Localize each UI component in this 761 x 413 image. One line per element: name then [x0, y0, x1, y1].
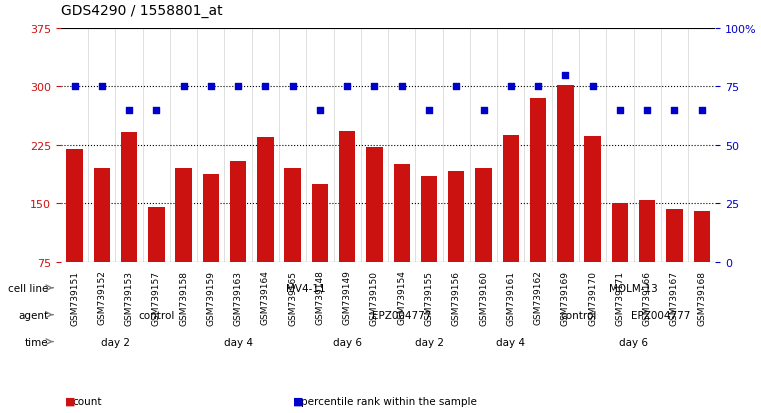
Text: MOLM-13: MOLM-13: [609, 283, 658, 293]
Text: day 4: day 4: [496, 337, 525, 347]
Bar: [148, 208, 164, 262]
Bar: [94, 169, 110, 262]
Bar: [530, 99, 546, 262]
Text: agent: agent: [18, 310, 49, 320]
Text: day 2: day 2: [415, 337, 444, 347]
Bar: [66, 150, 83, 262]
Text: EPZ004777: EPZ004777: [372, 310, 431, 320]
Point: [477, 107, 489, 114]
Point: [614, 107, 626, 114]
Point: [287, 84, 299, 90]
Bar: [230, 161, 247, 262]
Point: [505, 84, 517, 90]
Bar: [584, 136, 601, 262]
Point: [423, 107, 435, 114]
Text: control: control: [561, 310, 597, 320]
Text: time: time: [25, 337, 49, 347]
Point: [68, 84, 81, 90]
Text: ■: ■: [65, 396, 75, 406]
Bar: [285, 169, 301, 262]
Bar: [339, 132, 355, 262]
Point: [260, 84, 272, 90]
Point: [587, 84, 599, 90]
Bar: [557, 85, 574, 262]
Point: [668, 107, 680, 114]
Bar: [312, 185, 328, 262]
Point: [96, 84, 108, 90]
Bar: [393, 165, 410, 262]
Point: [150, 107, 162, 114]
Bar: [366, 148, 383, 262]
Point: [696, 107, 708, 114]
Point: [123, 107, 135, 114]
Point: [559, 72, 572, 79]
Point: [396, 84, 408, 90]
Point: [232, 84, 244, 90]
Bar: [421, 177, 437, 262]
Bar: [612, 204, 628, 262]
Point: [314, 107, 326, 114]
Bar: [448, 171, 464, 262]
Text: percentile rank within the sample: percentile rank within the sample: [301, 396, 476, 406]
Text: EPZ004777: EPZ004777: [631, 310, 690, 320]
Text: count: count: [72, 396, 102, 406]
Bar: [202, 174, 219, 262]
Point: [641, 107, 653, 114]
Point: [451, 84, 463, 90]
Point: [532, 84, 544, 90]
Point: [205, 84, 217, 90]
Point: [177, 84, 189, 90]
Text: day 2: day 2: [101, 337, 130, 347]
Bar: [121, 132, 137, 262]
Bar: [693, 212, 710, 262]
Bar: [639, 200, 655, 262]
Bar: [667, 209, 683, 262]
Text: day 4: day 4: [224, 337, 253, 347]
Point: [341, 84, 353, 90]
Point: [368, 84, 380, 90]
Text: day 6: day 6: [619, 337, 648, 347]
Bar: [476, 169, 492, 262]
Bar: [257, 138, 274, 262]
Bar: [175, 169, 192, 262]
Text: ■: ■: [293, 396, 304, 406]
Text: day 6: day 6: [333, 337, 361, 347]
Bar: [502, 135, 519, 262]
Text: GDS4290 / 1558801_at: GDS4290 / 1558801_at: [61, 4, 222, 18]
Text: cell line: cell line: [8, 283, 49, 293]
Text: control: control: [139, 310, 174, 320]
Text: MV4-11: MV4-11: [286, 283, 326, 293]
